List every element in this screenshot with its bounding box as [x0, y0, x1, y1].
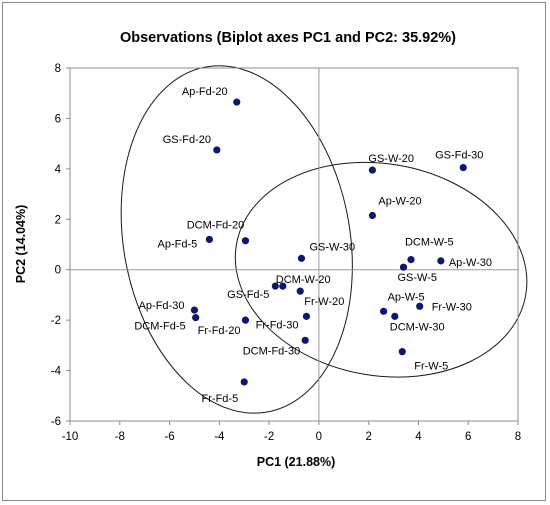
data-point: [213, 146, 221, 154]
data-point: [302, 312, 311, 320]
x-tick-label: -6: [164, 431, 174, 443]
data-point: [279, 282, 287, 290]
point-label: Fr-W-20: [304, 296, 344, 308]
x-tick-label: -2: [264, 431, 274, 443]
point-label: Fr-W-30: [432, 301, 472, 313]
y-axis-title: PC2 (14.04%): [14, 205, 28, 284]
point-label: Ap-Fd-5: [158, 238, 198, 250]
point-label: GS-W-30: [309, 241, 355, 253]
data-point: [437, 257, 445, 265]
data-point: [192, 314, 200, 322]
point-label: GS-W-20: [368, 153, 414, 165]
data-point: [399, 263, 408, 271]
point-label: GS-W-5: [398, 272, 438, 284]
data-point: [398, 348, 406, 356]
point-label: DCM-W-20: [276, 274, 331, 286]
data-point: [241, 316, 250, 324]
point-label: Fr-Fd-20: [198, 325, 241, 337]
data-point: [380, 307, 388, 315]
data-point: [296, 287, 304, 295]
data-point: [459, 163, 467, 172]
data-point: [368, 166, 376, 174]
axes-layer: -10 -8 -6 -4 -2 0 2 4 6 8 -6 -4 -2 0 2 4 6 8: [51, 63, 521, 443]
ellipses-layer: [120, 65, 528, 414]
data-point: [297, 254, 306, 262]
data-point: [271, 282, 279, 290]
point-label: Ap-W-20: [378, 196, 421, 208]
data-point: [205, 235, 213, 244]
point-label: Ap-Fd-20: [182, 86, 228, 98]
x-tick-label: 2: [365, 431, 371, 443]
point-label: GS-Fd-5: [227, 289, 269, 301]
y-tick-label: -4: [51, 366, 62, 378]
data-point: [241, 237, 250, 245]
y-tick-label: 8: [55, 63, 61, 75]
x-tick-label: -10: [62, 431, 79, 443]
data-point: [233, 98, 241, 106]
plot-area: [69, 67, 519, 422]
point-label: DCM-W-30: [390, 321, 445, 333]
group-ellipse-w: [234, 161, 528, 378]
x-tick-label: 4: [415, 431, 422, 443]
x-axis-title: PC1 (21.88%): [257, 455, 336, 469]
data-point: [301, 336, 309, 344]
point-label: Ap-W-30: [449, 257, 492, 269]
point-label: Fr-W-5: [414, 361, 448, 373]
point-label: Fr-Fd-5: [202, 393, 239, 405]
y-tick-label: -2: [51, 315, 61, 327]
chart-title: Observations (Biplot axes PC1 and PC2: 3…: [120, 30, 456, 46]
point-label: DCM-W-5: [405, 237, 454, 249]
point-label: GS-Fd-30: [435, 150, 483, 162]
data-point: [407, 256, 415, 264]
data-point: [391, 312, 399, 320]
data-point: [240, 378, 248, 386]
point-label: Fr-Fd-30: [256, 319, 299, 331]
point-label: Ap-Fd-30: [139, 300, 185, 312]
point-label: DCM-Fd-30: [243, 345, 300, 357]
group-ellipse-fd: [120, 65, 353, 414]
point-label: GS-Fd-20: [163, 134, 211, 146]
y-tick-label: 2: [55, 214, 61, 226]
x-tick-label: 6: [465, 431, 471, 443]
data-point: [368, 211, 376, 220]
y-tick-label: 4: [55, 164, 62, 176]
x-tick-label: 8: [515, 431, 521, 443]
y-tick-label: 6: [55, 113, 61, 125]
x-tick-label: -4: [214, 431, 225, 443]
x-tick-label: -8: [115, 431, 125, 443]
y-tick-label: 0: [55, 265, 61, 277]
point-label: DCM-Fd-20: [187, 220, 244, 232]
point-label: DCM-Fd-5: [134, 321, 185, 333]
point-label: Ap-W-5: [388, 291, 425, 303]
data-point: [190, 306, 199, 314]
y-tick-label: -6: [51, 416, 61, 428]
x-tick-label: 0: [316, 431, 322, 443]
points-layer: Ap-Fd-20 GS-Fd-20 DCM-Fd-20 Ap-Fd-5 GS-Fd-5 D…: [134, 86, 492, 405]
data-point: [416, 302, 424, 310]
